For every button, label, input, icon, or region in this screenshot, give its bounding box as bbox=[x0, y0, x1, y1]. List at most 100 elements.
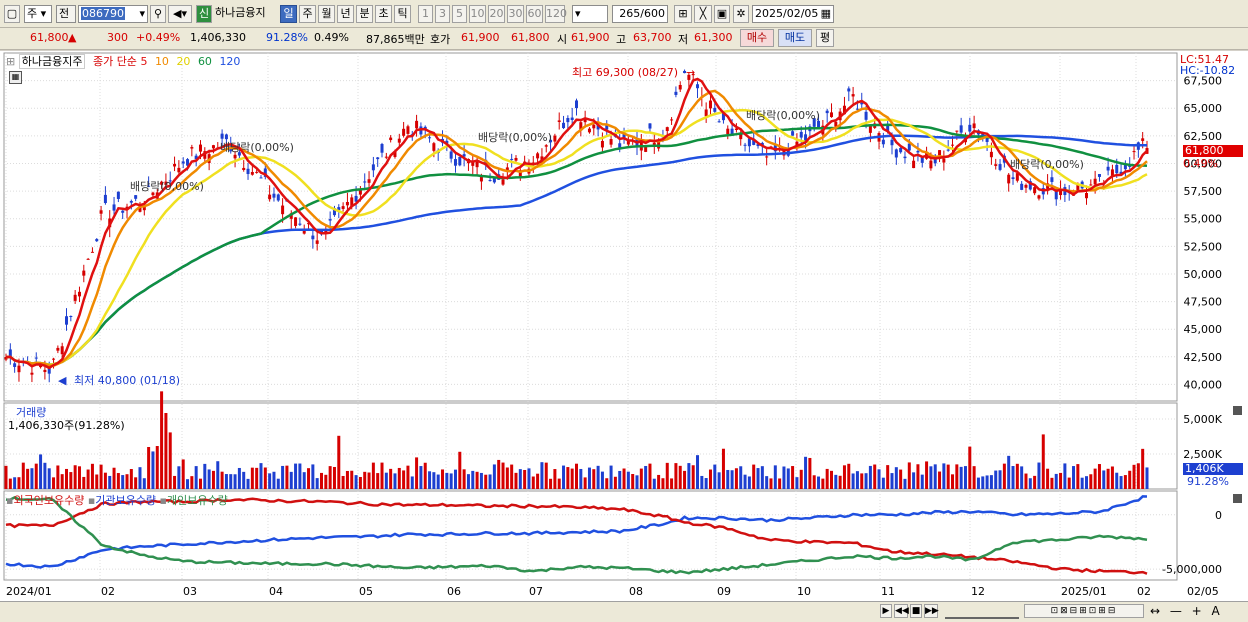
scope-button[interactable]: 전 bbox=[56, 5, 76, 23]
volume-bar bbox=[903, 478, 907, 489]
eval-button[interactable]: 평 bbox=[816, 29, 834, 47]
candle-body bbox=[367, 179, 371, 183]
volume-bar bbox=[674, 463, 678, 489]
interval-120-button[interactable]: 120 bbox=[545, 5, 567, 23]
price-tick-label: 55,000 bbox=[1184, 213, 1223, 226]
price-tick-label: 67,500 bbox=[1184, 75, 1223, 88]
candle-body bbox=[1076, 184, 1080, 192]
interval-20-button[interactable]: 20 bbox=[488, 5, 505, 23]
candle-body bbox=[242, 167, 246, 171]
panel-menu-icon[interactable]: ⊞ bbox=[6, 55, 16, 68]
count-display[interactable]: 265/600 bbox=[612, 5, 668, 23]
interval-input[interactable]: ▾ bbox=[572, 5, 608, 23]
sell-button[interactable]: 매도 bbox=[778, 29, 812, 47]
candle-body bbox=[181, 161, 185, 164]
date-value: 2025/02/05 bbox=[755, 7, 819, 20]
interval-60-button[interactable]: 60 bbox=[526, 5, 543, 23]
candle-body bbox=[678, 84, 682, 90]
candle-body bbox=[47, 366, 51, 374]
interval-30-button[interactable]: 30 bbox=[507, 5, 524, 23]
volume-bar bbox=[799, 469, 803, 489]
volume-bar bbox=[1076, 464, 1080, 489]
volume-bar bbox=[635, 475, 639, 489]
month-label: 2024/01 bbox=[6, 585, 52, 598]
candle-body bbox=[246, 168, 250, 175]
volume-bar bbox=[726, 469, 730, 489]
volume-tick-label: 5,000K bbox=[1183, 413, 1222, 426]
draw-tools[interactable]: ⊡⊠⊟⊞⊡⊞⊟ bbox=[1024, 604, 1144, 618]
month-label: 12 bbox=[971, 585, 985, 598]
candle-body bbox=[471, 161, 475, 166]
interval-1-button[interactable]: 1 bbox=[418, 5, 433, 23]
period-6-button[interactable]: 틱 bbox=[394, 5, 411, 23]
period-1-button[interactable]: 주 bbox=[299, 5, 316, 23]
period-5-button[interactable]: 초 bbox=[375, 5, 392, 23]
volume-bar bbox=[639, 468, 643, 489]
period-2-button[interactable]: 월 bbox=[318, 5, 335, 23]
period-3-button[interactable]: 년 bbox=[337, 5, 354, 23]
volume-bar bbox=[868, 465, 872, 489]
volume-bar bbox=[527, 468, 531, 489]
grid-icon[interactable]: ▦ bbox=[9, 71, 22, 84]
buy-button[interactable]: 매수 bbox=[740, 29, 774, 47]
volume-bar bbox=[648, 463, 652, 489]
volume-bar bbox=[21, 462, 25, 489]
volume-close-icon[interactable] bbox=[1233, 406, 1242, 415]
holdings-tick-label: 0 bbox=[1215, 509, 1222, 522]
volume-bar bbox=[553, 469, 557, 489]
volume-bar bbox=[186, 479, 190, 489]
save-icon[interactable]: ▣ bbox=[714, 5, 730, 23]
volume-bar bbox=[1097, 464, 1101, 489]
zoom-controls-icon[interactable]: ↔ — + A bbox=[1150, 604, 1223, 618]
candle-body bbox=[164, 181, 168, 185]
search-icon[interactable]: ⚲ bbox=[150, 5, 166, 23]
candle-body bbox=[536, 153, 540, 159]
chart-svg[interactable]: 67,50065,00062,50060,00057,50055,00052,5… bbox=[0, 51, 1248, 601]
rewind-icon[interactable]: ◀◀ bbox=[894, 604, 909, 618]
interval-5-button[interactable]: 5 bbox=[452, 5, 467, 23]
volume-bar bbox=[665, 462, 669, 489]
low-arrow: ◀ bbox=[58, 374, 67, 387]
forward-icon[interactable]: ▶▶ bbox=[924, 604, 939, 618]
candle-body bbox=[557, 120, 561, 122]
settings-icon[interactable]: ✲ bbox=[733, 5, 749, 23]
period-0-button[interactable]: 일 bbox=[280, 5, 297, 23]
open-label: 시 bbox=[557, 33, 568, 46]
stop-icon[interactable]: ■ bbox=[910, 604, 922, 618]
market-select[interactable]: 주 ▾ bbox=[24, 5, 52, 23]
interval-3-button[interactable]: 3 bbox=[435, 5, 450, 23]
interval-10-button[interactable]: 10 bbox=[469, 5, 486, 23]
holdings-close-icon[interactable] bbox=[1233, 494, 1242, 503]
candle-body bbox=[77, 291, 81, 297]
candle-body bbox=[190, 147, 194, 149]
speaker-icon[interactable]: ◀▾ bbox=[168, 5, 192, 23]
volume-bar bbox=[972, 466, 976, 489]
volume-bar bbox=[778, 478, 782, 489]
volume-bar bbox=[587, 467, 591, 489]
chart-type-icon[interactable]: ⊞ bbox=[674, 5, 692, 23]
window-icon[interactable]: ▢ bbox=[4, 5, 20, 23]
zoom-slider[interactable] bbox=[945, 605, 1019, 619]
volume-bar bbox=[933, 464, 937, 489]
volume-bar bbox=[82, 476, 86, 489]
candle-body bbox=[1089, 184, 1093, 186]
price-tick-label: 40,000 bbox=[1184, 378, 1223, 391]
candle-body bbox=[99, 210, 103, 214]
date-input[interactable]: 2025/02/05 ▦ bbox=[752, 5, 834, 23]
change-pct: +0.49% bbox=[136, 31, 181, 44]
change: 300 bbox=[107, 31, 128, 44]
candle-body bbox=[458, 156, 462, 166]
code-input[interactable]: 086790 ▾ bbox=[78, 5, 148, 23]
scroll-right-icon[interactable]: ▶ bbox=[880, 604, 892, 618]
period-4-button[interactable]: 분 bbox=[356, 5, 373, 23]
candle-body bbox=[56, 347, 60, 351]
volume-bar bbox=[959, 466, 963, 489]
volume-bar bbox=[471, 470, 475, 489]
volume-bar bbox=[1141, 448, 1145, 489]
volume-bar bbox=[259, 463, 263, 489]
draw-icon[interactable]: ╳ bbox=[694, 5, 712, 23]
dividend-annotation: 배당락(0,00%) bbox=[130, 180, 204, 193]
volume-bar bbox=[47, 468, 51, 489]
candle-body bbox=[138, 205, 142, 212]
high-label: 고 bbox=[616, 33, 627, 46]
